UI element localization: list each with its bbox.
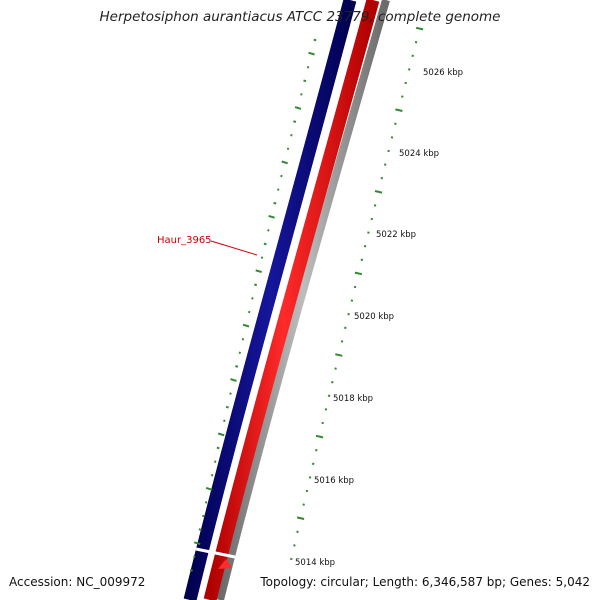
backbone-ring (216, 0, 390, 600)
feature-tick (260, 256, 264, 259)
feature-tick (255, 269, 262, 274)
feature-tick (235, 365, 239, 368)
forward-strand-ring (183, 0, 357, 600)
feature-tick (229, 392, 232, 395)
genome-title: Herpetosiphon aurantiacus ATCC 23779, co… (99, 9, 501, 25)
scale-major-tick (395, 108, 403, 112)
genome-summary-text: Topology: circular; Length: 6,346,587 bp… (260, 575, 590, 589)
scale-tick-label: 5022 kbp (376, 230, 416, 240)
feature-tick (230, 378, 237, 382)
feature-tick (193, 555, 196, 559)
scale-major-tick (415, 26, 424, 31)
scale-major-tick (296, 516, 305, 520)
feature-tick (247, 310, 251, 314)
feature-tick (216, 446, 220, 450)
feature-tick (201, 514, 205, 518)
feature-tick (210, 473, 214, 477)
feature-tick (193, 541, 201, 546)
feature-tick (238, 351, 242, 355)
feature-tick (241, 337, 245, 341)
scale-tick-label: 5014 kbp (295, 558, 335, 568)
feature-tick (263, 242, 267, 246)
feature-tick (204, 501, 208, 504)
feature-tick (253, 283, 258, 287)
feature-tick (242, 323, 250, 328)
feature-tick (268, 214, 275, 219)
scale-major-tick (354, 271, 363, 276)
feature-tick (280, 174, 283, 178)
gene-boundary-mark (195, 547, 236, 559)
feature-tick (294, 106, 302, 110)
feature-tick (300, 93, 303, 96)
feature-tick (313, 38, 317, 42)
feature-tick (251, 297, 254, 300)
feature-tick (189, 569, 193, 572)
strand-separator (197, 0, 363, 600)
accession-text: Accession: NC_009972 (9, 575, 146, 589)
scale-ticks: 5014 kbp 5016 kbp 5018 kbp 5020 kbp 5022 kbp… (290, 26, 463, 568)
feature-tick (276, 188, 280, 191)
scale-tick-label: 5026 kbp (423, 68, 463, 78)
feature-tick (198, 528, 202, 531)
feature-tick (303, 79, 307, 83)
feature-tick (225, 405, 229, 409)
feature-ticks-inner (189, 38, 317, 572)
scale-tick-label: 5020 kbp (354, 312, 394, 322)
feature-tick (308, 51, 315, 56)
gene-arrow-icon (218, 559, 232, 569)
feature-tick (213, 460, 217, 463)
feature-tick (205, 486, 213, 491)
feature-tick (281, 160, 288, 165)
scale-tick-label: 5016 kbp (314, 476, 354, 486)
feature-tick (286, 147, 290, 151)
feature-tick (223, 419, 226, 423)
reverse-strand-ring (203, 0, 380, 600)
scale-major-tick (374, 190, 383, 194)
feature-tick (306, 65, 310, 69)
feature-tick (267, 229, 270, 232)
feature-tick (273, 201, 277, 205)
feature-tick (290, 133, 293, 137)
scale-tick-label: 5024 kbp (399, 149, 439, 159)
feature-tick (293, 120, 297, 123)
scale-tick-label: 5018 kbp (333, 394, 373, 404)
gene-callout-line (210, 240, 258, 256)
scale-major-tick (315, 434, 324, 439)
gene-label-haur-3965[interactable]: Haur_3965 (157, 235, 212, 246)
scale-major-tick (335, 353, 343, 357)
feature-tick (217, 432, 225, 437)
